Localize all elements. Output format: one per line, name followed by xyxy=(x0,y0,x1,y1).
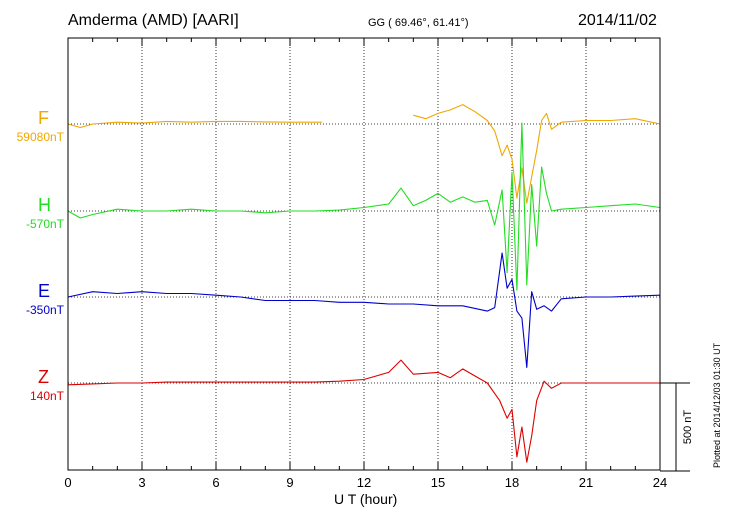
x-tick-label: 3 xyxy=(138,475,145,490)
geographic-coordinates: GG ( 69.46°, 61.41°) xyxy=(368,17,469,29)
component-label-z: Z xyxy=(38,367,49,387)
baseline-label-e: -350nT xyxy=(25,303,64,317)
trace-f xyxy=(67,120,323,129)
x-tick-label: 0 xyxy=(64,475,71,490)
x-tick-label: 21 xyxy=(579,475,593,490)
plot-date: 2014/11/02 xyxy=(578,12,657,29)
trace-h xyxy=(67,122,661,291)
station-title: Amderma (AMD) [AARI] xyxy=(68,12,239,29)
trace-f xyxy=(413,104,661,204)
trace-e xyxy=(67,252,661,368)
x-tick-label: 18 xyxy=(505,475,519,490)
x-tick-label: 15 xyxy=(431,475,445,490)
x-tick-label: 6 xyxy=(212,475,219,490)
component-label-h: H xyxy=(38,195,51,215)
x-tick-label: 24 xyxy=(653,475,667,490)
plot-frame xyxy=(67,37,661,471)
scale-bar-label: 500 nT xyxy=(682,410,694,445)
baseline-label-h: -570nT xyxy=(25,217,64,231)
baseline-label-f: 59080nT xyxy=(16,130,64,144)
baseline-label-z: 140nT xyxy=(29,389,64,403)
plotted-timestamp: Plotted at 2014/12/03 01:30 UT xyxy=(712,342,722,468)
x-axis-label: U T (hour) xyxy=(334,491,398,507)
x-tick-label: 12 xyxy=(357,475,371,490)
x-tick-label: 9 xyxy=(286,475,293,490)
component-label-f: F xyxy=(38,108,49,128)
component-label-e: E xyxy=(38,281,51,301)
trace-z xyxy=(67,359,660,463)
